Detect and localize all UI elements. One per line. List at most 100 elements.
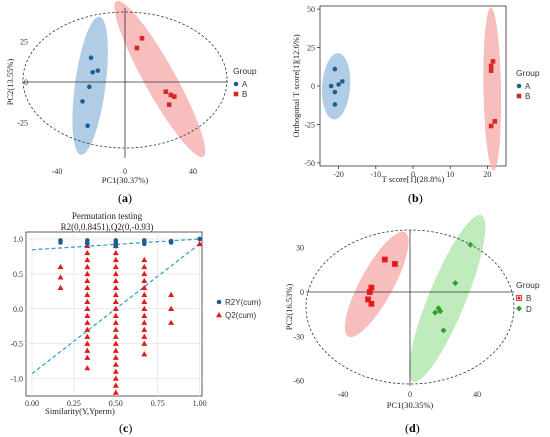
panel-b-point-a: [340, 79, 345, 84]
panel-b-point-b: [488, 68, 494, 73]
panel-c-q2-point: [84, 354, 91, 360]
panel-c-xtick: 1.00: [193, 399, 207, 408]
panel-c-q2-point: [112, 312, 119, 318]
panel-c-ytick: -1.0: [10, 375, 23, 384]
panel-c-q2-point: [141, 291, 148, 298]
panel-b-caption: (b): [408, 191, 423, 205]
panel-c-q2-point: [141, 319, 148, 325]
panel-c-q2-point: [112, 347, 119, 353]
panel-c-q2-point: [84, 263, 91, 270]
panel-b-point-a: [336, 82, 341, 87]
panel-d-point-b: [365, 297, 371, 302]
panel-a-legend-label-a: A: [242, 80, 248, 89]
panel-c-q2-point: [112, 270, 119, 277]
panel-c-q2-point: [141, 256, 148, 263]
panel-c-q2-point: [141, 326, 148, 332]
panel-d-point-b: [369, 301, 374, 307]
panel-d-legend-marker-d: [516, 305, 522, 312]
panel-c-gridlines: [26, 232, 202, 396]
panel-c: Permutation testing R2(0,0.8451),Q2(0,-0…: [10, 211, 261, 435]
panel-d-ytick: -60: [293, 377, 304, 386]
panel-a-ellipse-b: [114, 0, 206, 158]
panel-c-q2-point: [84, 291, 91, 298]
panel-b-points: [328, 59, 498, 129]
panel-d-point-b: [392, 261, 398, 267]
panel-c-q2-point: [141, 277, 148, 284]
panel-c-q2-point: [141, 312, 148, 318]
panel-a-point-b: [168, 92, 174, 98]
panel-a-ytick: 0: [24, 78, 28, 87]
panel-a-legend: Group A B: [233, 66, 257, 99]
panel-d-point-b: [369, 285, 374, 290]
panel-c-title: Permutation testing: [72, 211, 143, 221]
panel-d-ylabel: PC2(16.53%): [284, 284, 294, 331]
panel-a-point-b: [163, 89, 169, 95]
panel-b-point-b: [492, 119, 498, 124]
panel-a-ytick: 25: [20, 38, 28, 47]
panel-b-ellipses: [321, 7, 502, 171]
panel-a-legend-marker-a: [233, 81, 239, 87]
panel-c-q2-point: [112, 249, 119, 256]
panel-a-point-a: [87, 84, 92, 90]
panel-d-xtick: 0: [408, 390, 412, 399]
panel-c-q2-point: [112, 361, 119, 367]
panel-d-legend-title: Group: [516, 280, 540, 290]
panel-c-caption: (c): [119, 421, 132, 435]
panel-b-ytick: -25: [304, 120, 315, 129]
panel-b-ylabel: Orthogonal T score[1](12.6%): [291, 34, 301, 137]
panel-d-legend-label-b: B: [526, 294, 531, 303]
panel-b-legend-marker-b: [516, 93, 522, 99]
panel-c-q2-point: [84, 270, 91, 277]
panel-c-q2-point: [168, 291, 175, 298]
panel-c-q2-point: [57, 274, 64, 280]
panel-a-legend-marker-b: [233, 91, 239, 97]
panel-c-q2-point: [84, 298, 91, 304]
panel-c-xtick: 0.75: [151, 399, 165, 408]
panel-c-q2-point: [112, 340, 119, 346]
panel-d-legend: Group B D: [516, 280, 540, 314]
panel-c-q2-point: [84, 326, 91, 332]
panel-d-ytick: -30: [293, 332, 304, 341]
panel-b-ytick: -50: [304, 159, 315, 168]
panel-d-ellipse-d: [408, 214, 486, 382]
panel-d-point-d: [437, 308, 444, 315]
panel-b-legend: Group A B: [516, 68, 540, 101]
panel-d-point-b-outline: [366, 289, 373, 295]
panel-c-q2-point: [112, 333, 119, 339]
panel-a-point-b: [172, 94, 177, 99]
panel-a-ticks: -40 0 40 25 0 -25: [17, 38, 197, 176]
panel-c-q2-point: [84, 365, 91, 371]
panel-c-legend-marker-r2y: [216, 299, 222, 305]
panel-d-points: [365, 241, 474, 334]
panel-b-point-b: [488, 123, 494, 129]
panel-c-q2-point: [141, 270, 148, 277]
panel-a-points: [80, 35, 177, 129]
panel-c-legend-label-q2: Q2(cum): [225, 311, 256, 320]
panel-b-xlabel: T score[1](28.8%): [382, 174, 445, 184]
panel-c-subtitle: R2(0,0.8451),Q2(0,-0.93): [61, 222, 154, 232]
panel-c-ytick: 0.5: [13, 270, 23, 279]
panel-a-point-a: [90, 69, 95, 75]
panel-d-xlabel: PC1(30.35%): [387, 400, 434, 410]
panel-c-q2-point: [141, 284, 148, 291]
panel-a-xtick: -40: [52, 167, 63, 176]
panel-c-r2-point: [85, 241, 90, 247]
panel-c-q2-point: [84, 284, 91, 291]
panel-a-ytick: -25: [17, 118, 28, 127]
panel-c-ytick: -0.5: [10, 340, 23, 349]
panel-b-xtick: 0: [411, 170, 415, 179]
panel-a-confidence-ellipse: [22, 11, 228, 149]
panel-c-q2-point: [112, 305, 119, 311]
panel-c-q2-point: [141, 351, 148, 357]
panel-b-xtick: -10: [370, 170, 381, 179]
panel-b-point-a: [328, 83, 334, 89]
panel-c-q2-point: [84, 340, 91, 346]
panel-c-q2-point: [112, 389, 119, 395]
panel-b-ytick: 25: [307, 44, 315, 53]
panel-c-q2-point: [84, 277, 91, 284]
panel-b-ticks: -20 -10 0 10 20 50 25 0 -25 -50: [304, 5, 491, 179]
panel-d-ellipses: [344, 214, 486, 382]
panel-c-q2-point: [112, 256, 119, 263]
panel-d-point-b-outline: [368, 300, 375, 307]
